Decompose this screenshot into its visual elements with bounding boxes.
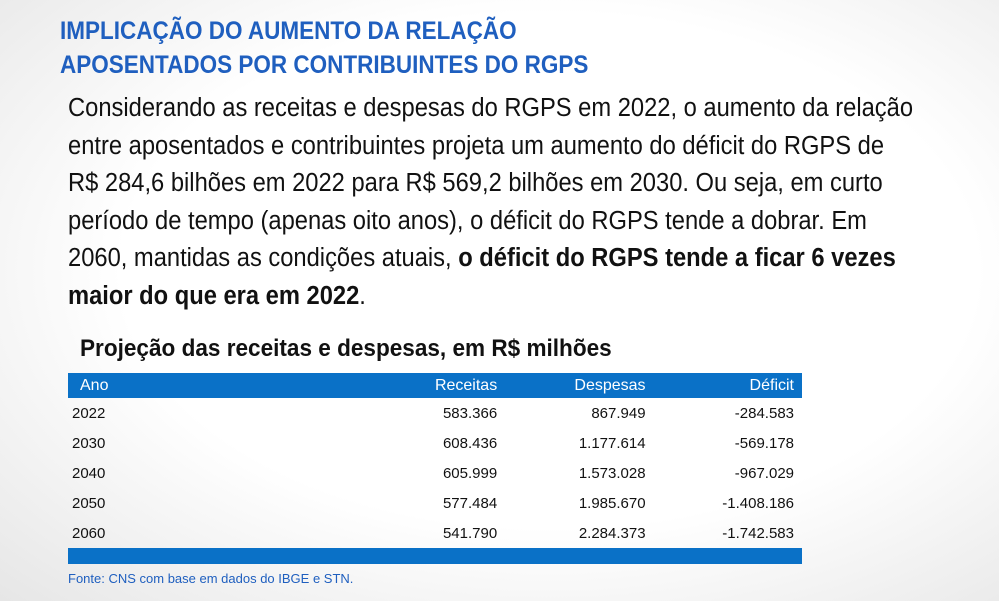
body-paragraph: Considerando as receitas e despesas do R… (68, 90, 914, 315)
body-text-end: . (359, 281, 366, 310)
cell-receitas: 583.366 (442, 404, 498, 422)
table-row: 2030 608.436 1.177.614 -569.178 (68, 428, 802, 458)
cell-receitas: 608.436 (442, 434, 498, 452)
slide-title-line-2: APOSENTADOS POR CONTRIBUINTES DO RGPS (60, 51, 589, 79)
header-receitas: Receitas (357, 373, 506, 398)
cell-deficit: -284.583 (734, 404, 794, 422)
cell-ano: 2040 (72, 464, 106, 482)
body-text-bold: o déficit do RGPS tende a ficar 6 vezes … (68, 244, 896, 310)
table-row: 2060 541.790 2.284.373 -1.742.583 (68, 518, 802, 548)
header-deficit: Déficit (653, 373, 802, 398)
cell-receitas: 605.999 (442, 464, 498, 482)
cell-despesas: 2.284.373 (578, 524, 646, 542)
header-ano: Ano (68, 373, 358, 398)
cell-despesas: 1.573.028 (578, 464, 646, 482)
table-row: 2040 605.999 1.573.028 -967.029 (68, 458, 802, 488)
table-footer-bar (68, 548, 802, 564)
body-text-regular: Considerando as receitas e despesas do R… (68, 94, 914, 272)
cell-despesas: 1.985.670 (578, 494, 646, 512)
table-row: 2050 577.484 1.985.670 -1.408.186 (68, 488, 802, 518)
cell-deficit: -967.029 (734, 464, 794, 482)
header-despesas: Despesas (505, 373, 654, 398)
table-header-row: Ano Receitas Despesas Déficit (68, 373, 802, 398)
cell-ano: 2022 (72, 404, 106, 422)
cell-despesas: 867.949 (591, 404, 646, 422)
table-footer-band (68, 548, 802, 564)
cell-deficit: -569.178 (734, 434, 794, 452)
slide-title-line-1: IMPLICAÇÃO DO AUMENTO DA RELAÇÃO (60, 17, 517, 45)
table-row: 2022 583.366 867.949 -284.583 (68, 398, 802, 428)
cell-receitas: 577.484 (442, 494, 498, 512)
slide-title: IMPLICAÇÃO DO AUMENTO DA RELAÇÃO APOSENT… (60, 14, 870, 82)
cell-ano: 2060 (72, 524, 106, 542)
cell-receitas: 541.790 (442, 524, 498, 542)
cell-ano: 2030 (72, 434, 106, 452)
table-title: Projeção das receitas e despesas, em R$ … (80, 335, 612, 362)
cell-despesas: 1.177.614 (578, 434, 646, 452)
cell-deficit: -1.742.583 (722, 524, 794, 542)
cell-deficit: -1.408.186 (722, 494, 794, 512)
projection-table: Ano Receitas Despesas Déficit 2022 583.3… (68, 373, 802, 564)
source-note: Fonte: CNS com base em dados do IBGE e S… (68, 571, 354, 586)
cell-ano: 2050 (72, 494, 106, 512)
